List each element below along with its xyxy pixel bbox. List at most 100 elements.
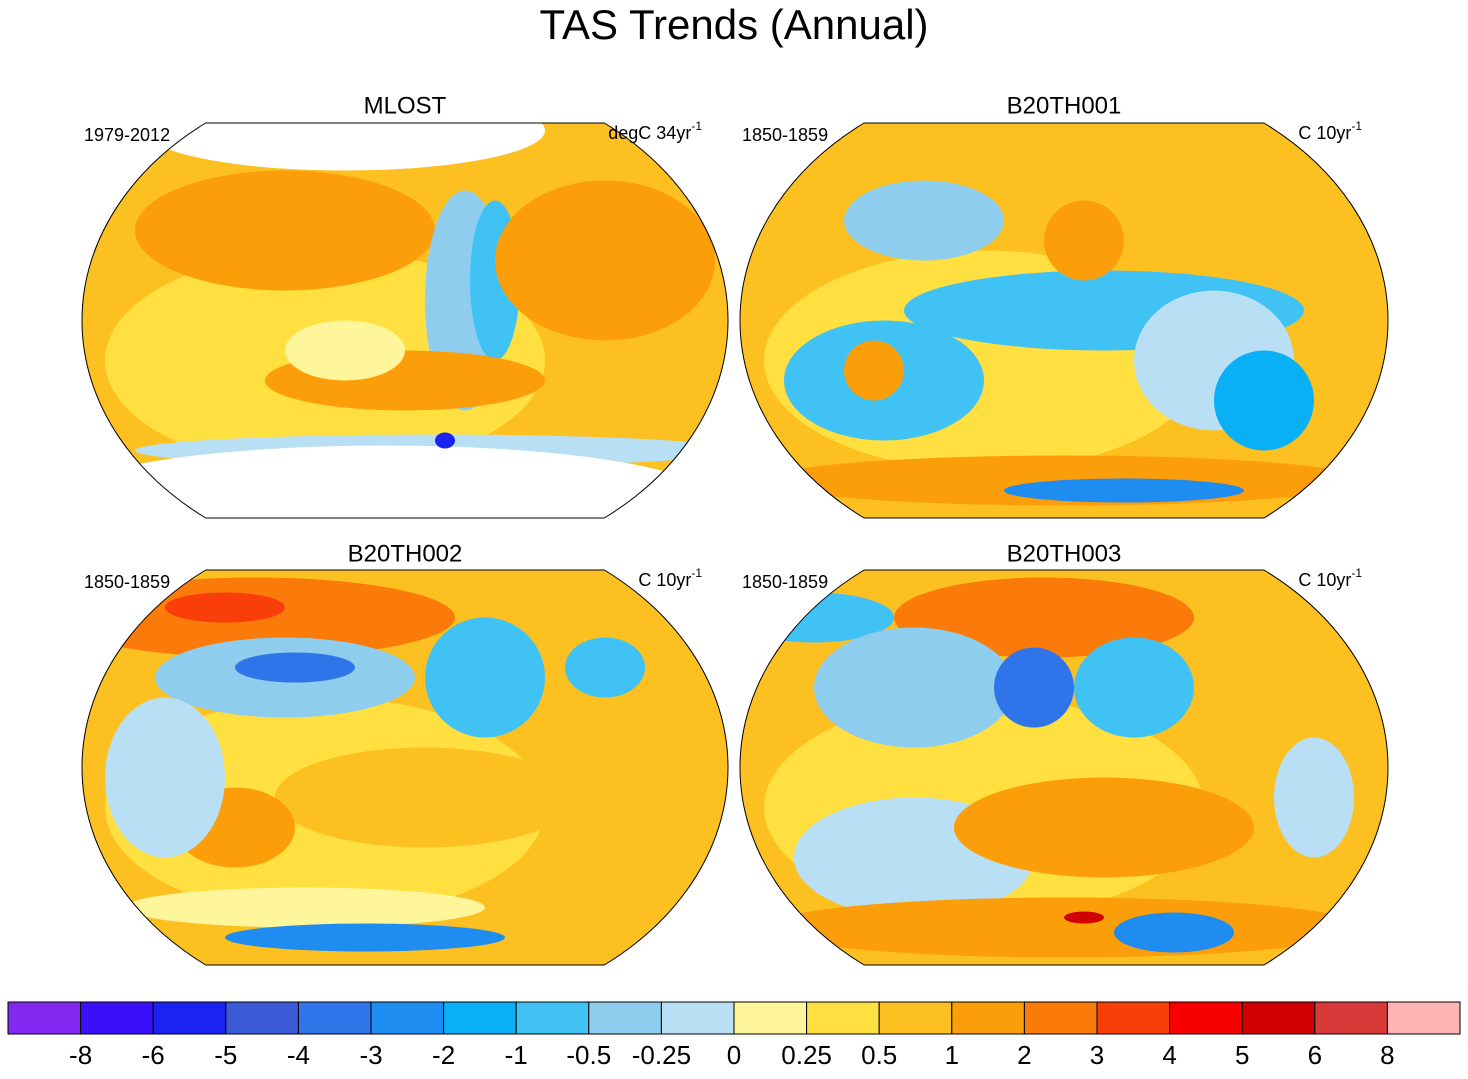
colorbar-swatch: [878, 1001, 953, 1035]
map-region: [225, 923, 505, 952]
colorbar-label: -0.25: [632, 1040, 691, 1070]
colorbar-label: -1: [505, 1040, 528, 1070]
map-region: [1004, 478, 1244, 503]
colorbar-label: 1: [945, 1040, 959, 1070]
map-region: [1114, 912, 1234, 953]
units-exponent: -1: [1351, 566, 1362, 580]
map-region: [764, 897, 1364, 958]
units-text: C 10yr: [638, 570, 691, 590]
map-panel: MLOST 1979-2012 degC 34yr-1: [81, 92, 729, 519]
colorbar-swatch: [152, 1001, 227, 1035]
units-exponent: -1: [1351, 119, 1362, 133]
units-text: degC 34yr: [608, 123, 691, 143]
map-region: [844, 340, 904, 401]
map-region: [1274, 737, 1354, 858]
map-region: [235, 652, 355, 683]
colorbar-swatch: [1096, 1001, 1171, 1035]
map-field: [740, 570, 1388, 965]
colorbar-swatch: [443, 1001, 517, 1035]
map-region: [285, 320, 405, 381]
colorbar-swatch: [1169, 1001, 1243, 1035]
colorbar-swatch: [80, 1001, 154, 1035]
colorbar-label: 0: [727, 1040, 741, 1070]
map-panel: B20TH002 1850-1859 C 10yr-1: [81, 540, 729, 966]
colorbar-swatch: [951, 1001, 1025, 1035]
colorbar-label: 4: [1162, 1040, 1176, 1070]
map-region: [1064, 911, 1104, 924]
map-region: [425, 617, 545, 738]
map-region: [145, 123, 545, 171]
map-region: [275, 747, 575, 848]
units-exponent: -1: [691, 119, 702, 133]
colorbar-label: 3: [1090, 1040, 1104, 1070]
map-outline: [739, 569, 1389, 966]
colorbar-label: 0.25: [781, 1040, 832, 1070]
map-region: [994, 647, 1074, 728]
panel-title: B20TH001: [1007, 92, 1122, 119]
map-region: [954, 777, 1254, 878]
colorbar-swatch: [806, 1001, 880, 1035]
colorbar-label: -5: [214, 1040, 237, 1070]
colorbar-label: 8: [1380, 1040, 1394, 1070]
map-region: [1044, 200, 1124, 281]
colorbar-label: 5: [1235, 1040, 1249, 1070]
colorbar-swatch: [1314, 1001, 1388, 1035]
colorbar-label: -0.5: [566, 1040, 611, 1070]
map-region: [814, 627, 1014, 748]
colorbar-swatch: [1386, 1001, 1461, 1035]
period-label: 1850-1859: [742, 125, 828, 145]
map-outline: [81, 122, 729, 519]
colorbar-label: -4: [287, 1040, 310, 1070]
map-field: [740, 123, 1388, 518]
map-region: [82, 445, 715, 518]
map-panel: B20TH001 1850-1859 C 10yr-1: [739, 92, 1389, 519]
colorbar-label: 2: [1017, 1040, 1031, 1070]
map-region: [1074, 637, 1194, 738]
map-region: [435, 432, 455, 449]
units-text: C 10yr: [1298, 570, 1351, 590]
colorbar-swatch: [370, 1001, 445, 1035]
map-region: [1214, 350, 1314, 451]
colorbar-label: -3: [359, 1040, 382, 1070]
map-region: [495, 180, 715, 341]
map-region: [165, 592, 285, 623]
colorbar-label: -2: [432, 1040, 455, 1070]
map-region: [135, 170, 435, 291]
colorbar-swatch: [297, 1001, 372, 1035]
units-label: C 10yr-1: [638, 566, 702, 590]
map-region: [105, 697, 225, 858]
colorbar-swatch: [1023, 1001, 1098, 1035]
units-exponent: -1: [691, 566, 702, 580]
panel-title: B20TH002: [348, 540, 463, 567]
figure-title: TAS Trends (Annual): [539, 1, 928, 48]
map-region: [565, 637, 645, 698]
colorbar: -8 -6 -5 -4 -3 -2 -1 -0.5 -0.25 0 0.25 0.5 1 2 3 4 5 6 8: [7, 1001, 1461, 1070]
map-field: [82, 123, 728, 518]
units-label: C 10yr-1: [1298, 119, 1362, 143]
colorbar-label: -6: [142, 1040, 165, 1070]
colorbar-swatch: [1241, 1001, 1316, 1035]
colorbar-label: 0.5: [861, 1040, 897, 1070]
map-outline: [81, 569, 729, 966]
map-panel: B20TH003 1850-1859 C 10yr-1: [739, 540, 1389, 966]
map-frame: [740, 123, 1388, 518]
colorbar-swatch: [588, 1001, 662, 1035]
map-frame: [82, 123, 728, 518]
colorbar-swatch: [7, 1001, 82, 1035]
map-frame: [740, 570, 1388, 965]
colorbar-swatch: [225, 1001, 299, 1035]
map-outline: [739, 122, 1389, 519]
colorbar-label: -8: [69, 1040, 92, 1070]
map-field: [82, 570, 728, 965]
map-frame: [82, 570, 728, 965]
map-region: [804, 123, 1244, 171]
period-label: 1850-1859: [742, 572, 828, 592]
panel-title: B20TH003: [1007, 540, 1122, 567]
colorbar-swatch: [733, 1001, 808, 1035]
colorbar-swatch: [515, 1001, 590, 1035]
colorbar-label: 6: [1308, 1040, 1322, 1070]
period-label: 1979-2012: [84, 125, 170, 145]
units-label: degC 34yr-1: [608, 119, 702, 143]
